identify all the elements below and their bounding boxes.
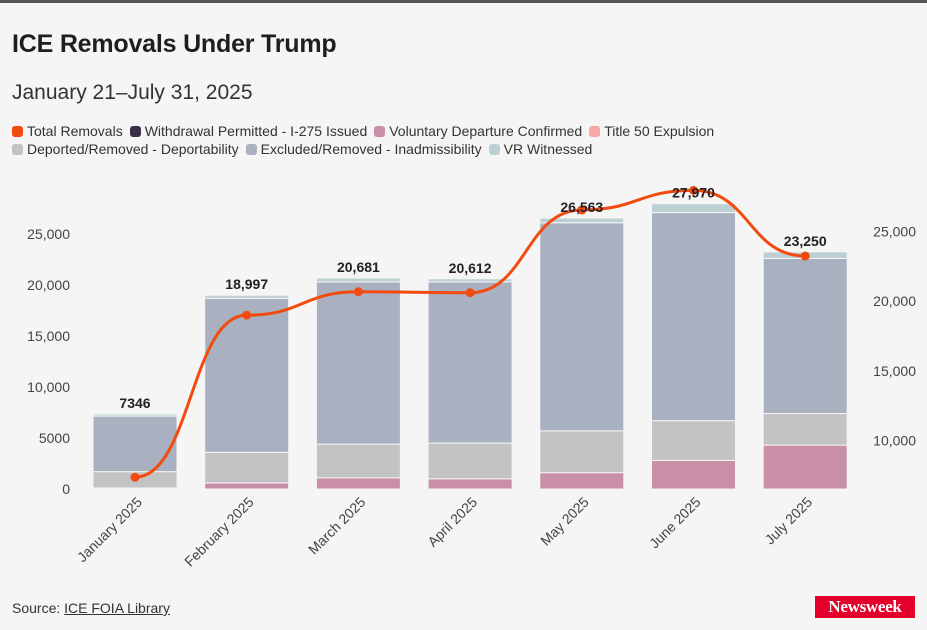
bar-segment: [427, 478, 513, 490]
legend-swatch: [245, 143, 257, 155]
bar-segment: [427, 281, 513, 444]
legend-row-2: Deported/Removed - Deportability Exclude…: [12, 140, 892, 158]
bar-segment: [315, 443, 401, 479]
top-rule: [0, 0, 927, 3]
left-tick-label: 10,000: [27, 379, 70, 395]
legend-swatch: [374, 125, 386, 137]
left-tick-label: 25,000: [27, 226, 70, 242]
bar-segment: [762, 257, 848, 415]
x-axis: January 2025 February 2025 March 2025 April…: [74, 494, 816, 570]
legend-label: Withdrawal Permitted - I-275 Issued: [144, 123, 368, 139]
legend-row-1: Total Removals Withdrawal Permitted - I-…: [12, 122, 892, 140]
legend-item-total-removals[interactable]: Total Removals: [12, 122, 123, 140]
x-tick-label: May 2025: [537, 494, 592, 549]
bar-segment: [427, 278, 513, 283]
bar-segment: [539, 472, 625, 490]
bar-segment: [315, 477, 401, 490]
bar-stacks: [92, 203, 848, 490]
total-value-label: 18,997: [225, 276, 268, 292]
legend-item-withdrawal-permitted[interactable]: Withdrawal Permitted - I-275 Issued: [129, 122, 368, 140]
total-removals-point: [353, 287, 363, 297]
legend-swatch: [12, 125, 23, 137]
left-tick-label: 5000: [39, 430, 70, 446]
bar-segment: [651, 420, 736, 461]
bar-segment: [762, 444, 848, 490]
legend-label: Total Removals: [27, 123, 123, 139]
bar-segment: [651, 212, 736, 422]
right-axis: 10,000 15,000 20,000 25,000: [873, 224, 916, 449]
legend-label: VR Witnessed: [503, 141, 593, 157]
x-tick-label: April 2025: [424, 494, 480, 550]
chart-subtitle: January 21–July 31, 2025: [12, 81, 253, 104]
bar-segment: [204, 294, 290, 299]
left-tick-label: 0: [62, 481, 70, 497]
chart-plot: 0 5000 10,000 15,000 20,000 25,000 10,000 15,0…: [27, 185, 916, 570]
newsweek-logo: Newsweek: [815, 596, 915, 618]
bar-segment: [92, 413, 178, 417]
total-value-label: 20,612: [449, 260, 492, 276]
chart-title: ICE Removals Under Trump: [12, 30, 337, 58]
legend-label: Title 50 Expulsion: [604, 123, 715, 139]
total-value-label: 23,250: [784, 233, 827, 249]
bar-segment: [315, 277, 401, 283]
legend-swatch: [129, 125, 141, 137]
bar-segment: [427, 442, 513, 480]
x-tick-label: July 2025: [762, 494, 816, 548]
value-labels: 7346 18,997 20,681 20,612 26,563 27,970 23,250: [119, 185, 826, 411]
legend-swatch: [12, 143, 23, 155]
x-tick-label: January 2025: [74, 494, 145, 565]
source-note: Source: ICE FOIA Library: [12, 600, 170, 616]
x-tick-label: February 2025: [181, 494, 257, 570]
bar-segment: [92, 415, 178, 473]
left-tick-label: 20,000: [27, 277, 70, 293]
x-tick-label: June 2025: [646, 494, 704, 552]
total-value-label: 20,681: [337, 259, 380, 275]
legend-item-excluded-removed[interactable]: Excluded/Removed - Inadmissibility: [245, 140, 482, 158]
source-label: Source:: [12, 600, 61, 616]
right-tick-label: 10,000: [873, 432, 916, 448]
bar-segment: [204, 482, 290, 490]
legend-item-vr-witnessed[interactable]: VR Witnessed: [488, 140, 593, 158]
left-axis: 0 5000 10,000 15,000 20,000 25,000: [27, 226, 70, 497]
left-tick-label: 15,000: [27, 328, 70, 344]
legend-label: Deported/Removed - Deportability: [27, 141, 239, 157]
total-removals-point: [800, 251, 810, 261]
bar-segment: [315, 281, 401, 445]
legend-label: Voluntary Departure Confirmed: [389, 123, 583, 139]
total-value-label: 7346: [119, 395, 150, 411]
total-removals-line: [130, 185, 810, 482]
legend-item-title-50-expulsion[interactable]: Title 50 Expulsion: [589, 122, 714, 140]
legend-label: Excluded/Removed - Inadmissibility: [260, 141, 482, 157]
legend-item-voluntary-departure[interactable]: Voluntary Departure Confirmed: [374, 122, 582, 140]
source-link[interactable]: ICE FOIA Library: [64, 600, 170, 616]
bar-segment: [539, 430, 625, 474]
total-removals-point: [465, 288, 475, 298]
chart-legend: Total Removals Withdrawal Permitted - I-…: [12, 122, 892, 158]
total-removals-point: [242, 310, 252, 320]
total-value-label: 27,970: [672, 185, 715, 201]
bar-segment: [539, 217, 625, 224]
bar-segment: [204, 297, 290, 453]
bar-segment: [539, 222, 625, 432]
right-tick-label: 15,000: [873, 363, 916, 379]
right-tick-label: 25,000: [873, 224, 916, 240]
legend-swatch: [589, 125, 601, 137]
right-tick-label: 20,000: [873, 293, 916, 309]
x-tick-label: March 2025: [305, 494, 369, 558]
total-removals-point: [130, 472, 140, 482]
legend-item-deported-removed[interactable]: Deported/Removed - Deportability: [12, 140, 239, 158]
total-value-label: 26,563: [560, 199, 603, 215]
total-removals-point: [577, 205, 587, 215]
bar-segment: [762, 413, 848, 446]
total-removals-point: [689, 185, 698, 195]
bar-segment: [651, 459, 736, 490]
legend-swatch: [488, 143, 500, 155]
bar-segment: [204, 451, 290, 484]
bar-segment: [651, 203, 736, 214]
